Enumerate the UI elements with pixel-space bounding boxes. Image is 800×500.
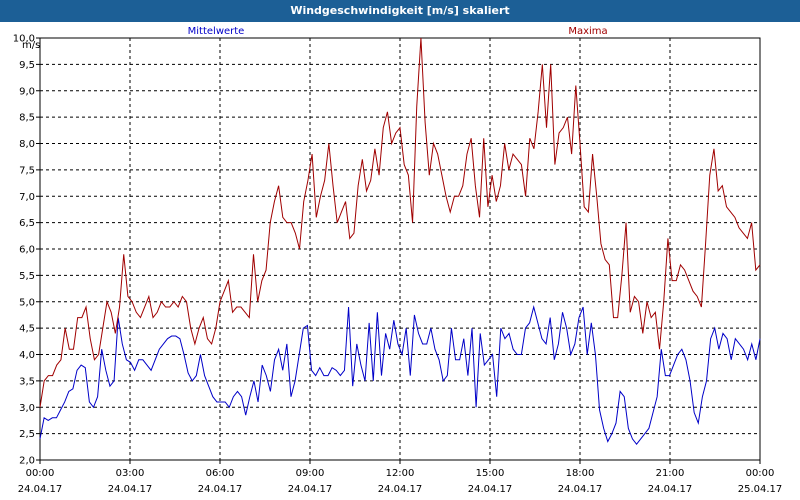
- x-tick-date: 24.04.17: [648, 484, 693, 495]
- x-tick-time: 12:00: [386, 468, 415, 479]
- x-tick-time: 06:00: [206, 468, 235, 479]
- window-title: Windgeschwindigkeit [m/s] skaliert: [0, 0, 800, 22]
- y-axis: 2,0 2,5 3,0 3,5 4,0 4,5 5,0 5,5 6,0 6,5 7,0 7,5 8,0 8…: [13, 34, 40, 467]
- x-tick-date: 24.04.17: [198, 484, 243, 495]
- x-tick-time: 21:00: [656, 468, 685, 479]
- legend-mittelwerte: Mittelwerte: [188, 26, 245, 37]
- y-tick-label: 3,5: [19, 376, 35, 387]
- series-line-mittelwerte: [39, 305, 761, 445]
- x-tick-date: 25.04.17: [738, 484, 783, 495]
- x-tick-time: 18:00: [566, 468, 595, 479]
- x-tick-date: 24.04.17: [288, 484, 333, 495]
- x-tick-date: 24.04.17: [378, 484, 423, 495]
- x-tick-date: 24.04.17: [18, 484, 63, 495]
- x-tick-date: 24.04.17: [108, 484, 153, 495]
- y-tick-label: 7,0: [19, 192, 35, 203]
- y-tick-label: 9,0: [19, 86, 35, 97]
- x-tick-time: 15:00: [476, 468, 505, 479]
- y-tick-label: 9,5: [19, 60, 35, 71]
- y-tick-label: 2,0: [19, 456, 35, 467]
- y-tick-label: 6,0: [19, 245, 35, 256]
- y-tick-label: 7,5: [19, 165, 35, 176]
- x-tick-date: 24.04.17: [468, 484, 513, 495]
- x-tick-time: 00:00: [746, 468, 775, 479]
- x-tick-time: 09:00: [296, 468, 325, 479]
- legend-maxima: Maxima: [568, 26, 607, 37]
- grid: [40, 38, 760, 460]
- x-tick-date: 24.04.17: [558, 484, 603, 495]
- y-tick-label: 5,0: [19, 297, 35, 308]
- y-tick-label: 8,0: [19, 139, 35, 150]
- y-tick-label: 4,0: [19, 350, 35, 361]
- y-tick-label: 2,5: [19, 429, 35, 440]
- series-line-maxima: [39, 37, 761, 408]
- x-tick-time: 03:00: [116, 468, 145, 479]
- series-lines: [39, 37, 761, 445]
- y-tick-label: 4,5: [19, 324, 35, 335]
- y-tick-label: 8,5: [19, 113, 35, 124]
- wind-speed-chart: 2,0 2,5 3,0 3,5 4,0 4,5 5,0 5,5 6,0 6,5 7,0 7,5 8,0 8…: [13, 26, 783, 495]
- y-axis-label: m/s: [22, 40, 40, 51]
- y-tick-label: 5,5: [19, 271, 35, 282]
- x-tick-time: 00:00: [26, 468, 55, 479]
- y-tick-label: 6,5: [19, 218, 35, 229]
- x-axis: 00:00 24.04.17 03:00 24.04.17 06:00 24.04.17 0…: [18, 460, 783, 495]
- y-tick-label: 10,0: [13, 34, 35, 45]
- y-tick-label: 3,0: [19, 403, 35, 414]
